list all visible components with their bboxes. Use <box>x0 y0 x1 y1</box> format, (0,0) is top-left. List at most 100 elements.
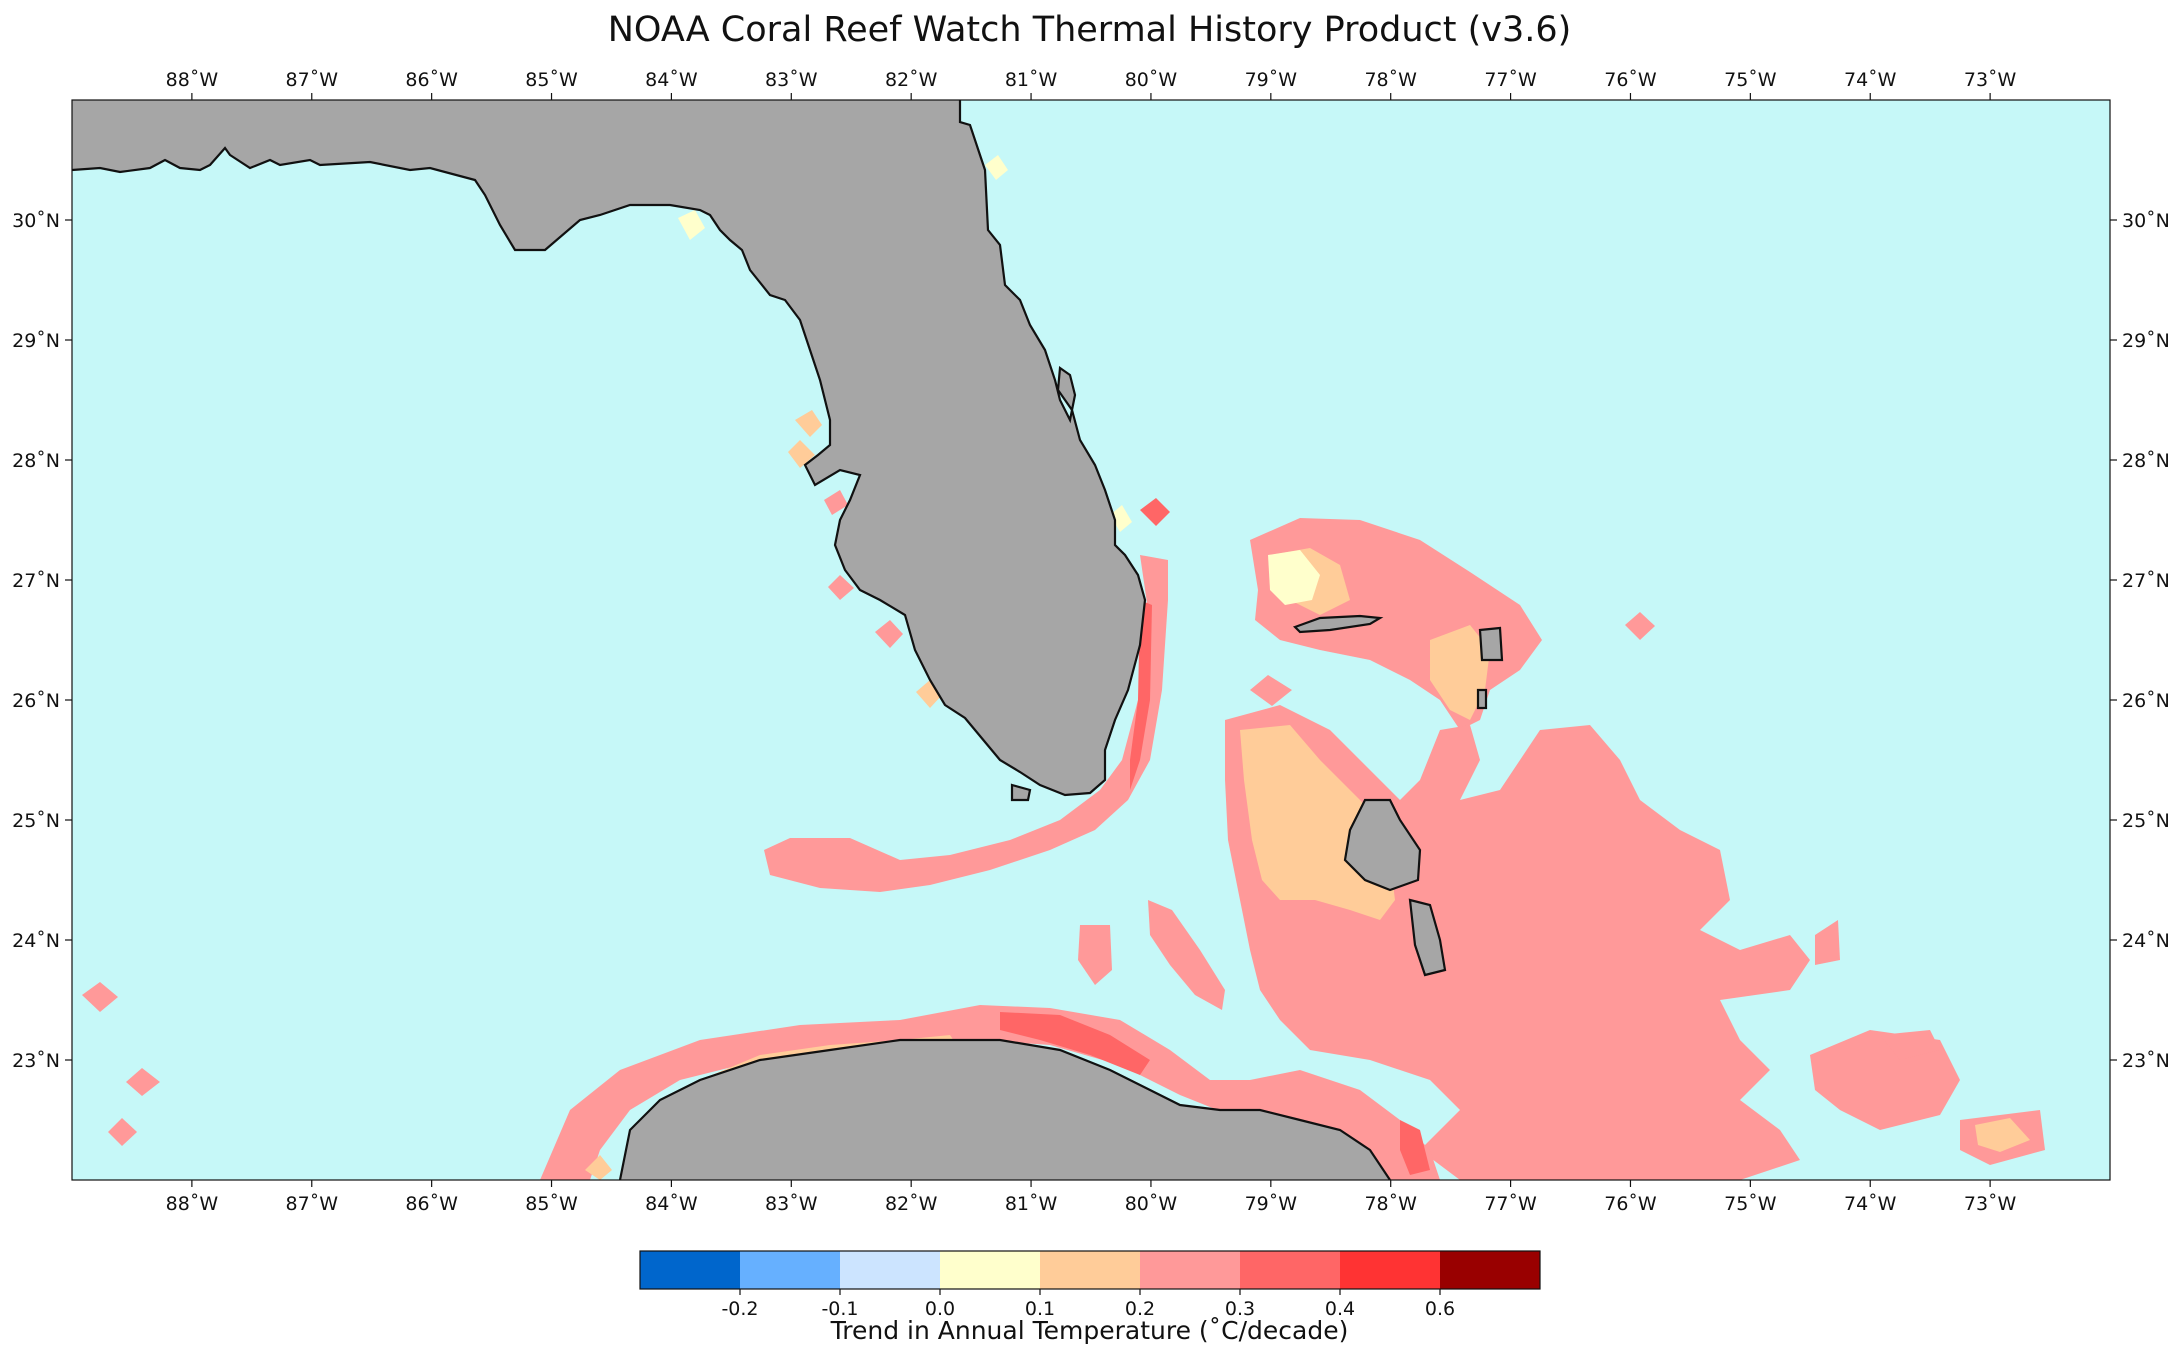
west-bahamas-small-patch <box>1250 675 1292 706</box>
lon-tick-label-bottom: 88˚W <box>166 1193 219 1215</box>
grand-bahama-coastline <box>1292 614 1384 634</box>
colorbar-swatch <box>840 1251 940 1289</box>
lon-tick-label-bottom: 81˚W <box>1005 1193 1058 1215</box>
colorbar-swatch <box>1140 1251 1240 1289</box>
lat-tick-label-left: 28˚N <box>12 450 60 472</box>
map-frame <box>71 99 2111 1181</box>
lon-tick-label-bottom: 73˚W <box>1964 1193 2017 1215</box>
land <box>72 100 1502 1180</box>
colorbar-tick-label: -0.1 <box>821 1298 858 1320</box>
abaco-trend-patch <box>1430 625 1490 720</box>
florida-peninsula <box>72 100 1145 795</box>
cuba-east-red <box>1400 1120 1430 1175</box>
colorbar-tick-label: 0.0 <box>925 1298 955 1320</box>
grand-bahama-yellow-patch <box>1268 550 1320 605</box>
tampa-trend-patch <box>824 490 848 515</box>
lat-tick-label-right: 26˚N <box>2122 690 2170 712</box>
naples-trend-patch <box>875 620 903 648</box>
lon-tick-label-top: 73˚W <box>1964 69 2017 91</box>
lon-tick-label-bottom: 87˚W <box>286 1193 339 1215</box>
colorbar-frame <box>639 1250 1541 1290</box>
lon-tick-label-top: 80˚W <box>1125 69 1178 91</box>
east-bahamas-trend-patch <box>1810 1030 1960 1130</box>
lat-tick-label-left: 24˚N <box>12 930 60 952</box>
turks-trend-patch <box>1815 920 1840 965</box>
lon-tick-label-top: 83˚W <box>765 69 818 91</box>
lon-tick-label-bottom: 79˚W <box>1245 1193 1298 1215</box>
lon-tick-label-top: 74˚W <box>1844 69 1897 91</box>
colorbar-swatch <box>740 1251 840 1289</box>
colorbar-tick-label: 0.1 <box>1025 1298 1055 1320</box>
colorbar-swatch <box>640 1251 740 1289</box>
cuba-west-peach <box>585 1155 612 1180</box>
lat-tick-label-left: 23˚N <box>12 1050 60 1072</box>
florida-coastline <box>72 100 1147 797</box>
lon-tick-label-bottom: 86˚W <box>405 1193 458 1215</box>
lon-tick-label-bottom: 80˚W <box>1125 1193 1178 1215</box>
colorbar-swatch <box>1340 1251 1440 1289</box>
keys-coastline <box>1010 783 1032 802</box>
lon-tick-label-bottom: 83˚W <box>765 1193 818 1215</box>
lat-tick-label-right: 23˚N <box>2122 1050 2170 1072</box>
east-bahamas-south-patch <box>1880 1030 1940 1060</box>
cuba-red-band <box>1000 1012 1150 1075</box>
lon-tick-label-top: 76˚W <box>1604 69 1657 91</box>
lat-tick-label-right: 30˚N <box>2122 210 2170 232</box>
coastline <box>72 100 1504 1180</box>
cay-sal-bank-trend-band <box>1148 900 1225 1010</box>
fl-east-red-strip <box>1130 600 1152 790</box>
colorbar-swatch <box>940 1251 1040 1289</box>
lat-tick-label-right: 24˚N <box>2122 930 2170 952</box>
cuba-north-trend-band <box>540 1005 1440 1180</box>
gulf-coast-peach-1 <box>795 410 822 437</box>
lon-tick-label-top: 86˚W <box>405 69 458 91</box>
abaco-coastline <box>1478 626 1504 662</box>
lat-tick-label-right: 27˚N <box>2122 570 2170 592</box>
colorbar-tick-label: 0.2 <box>1125 1298 1155 1320</box>
map-plot-area <box>72 100 2110 1180</box>
lat-tick-label-left: 29˚N <box>12 330 60 352</box>
lon-tick-label-bottom: 74˚W <box>1844 1193 1897 1215</box>
lon-tick-label-bottom: 77˚W <box>1484 1193 1537 1215</box>
colorbar: -0.2 -0.1 0.0 0.1 0.2 0.3 0.4 0.6 <box>639 1250 1541 1320</box>
trend-zones-0.1 <box>678 155 1320 605</box>
colorbar-tick-label: 0.3 <box>1225 1298 1255 1320</box>
fl-east-yellow <box>1110 505 1132 532</box>
lat-tick-label-right: 25˚N <box>2122 810 2170 832</box>
exuma-coastline <box>1408 898 1447 977</box>
abaco-island <box>1480 628 1502 660</box>
cuba-island <box>620 1040 1390 1180</box>
lon-tick-label-bottom: 76˚W <box>1604 1193 1657 1215</box>
gulf-coast-peach-2 <box>788 440 815 468</box>
lon-tick-label-top: 79˚W <box>1245 69 1298 91</box>
colorbar-swatch <box>1240 1251 1340 1289</box>
andros-coastline <box>1343 798 1422 892</box>
lat-tick-label-left: 27˚N <box>12 570 60 592</box>
axis-ticks: 88˚W 88˚W 87˚W 87˚W 86˚W 86˚W 85˚W 85˚W 84˚W 84˚W… <box>12 69 2170 1215</box>
gulf-isolated-trend-patch-2 <box>126 1068 160 1096</box>
lon-tick-label-top: 78˚W <box>1364 69 1417 91</box>
lat-tick-label-right: 29˚N <box>2122 330 2170 352</box>
lon-tick-label-top: 84˚W <box>645 69 698 91</box>
lon-tick-label-top: 82˚W <box>885 69 938 91</box>
lon-tick-label-top: 81˚W <box>1005 69 1058 91</box>
cuba-coastline <box>618 1038 1391 1180</box>
west-cay-trend-patch <box>1078 925 1112 985</box>
lon-tick-label-top: 75˚W <box>1724 69 1777 91</box>
fl-panhandle-yellow <box>985 155 1008 180</box>
lon-tick-label-top: 85˚W <box>525 69 578 91</box>
colorbar-title: Trend in Annual Temperature (˚C/decade) <box>830 1316 1349 1345</box>
lat-tick-label-left: 26˚N <box>12 690 60 712</box>
florida-keys-trend-band <box>764 555 1168 892</box>
eleuthera-coastline <box>1476 688 1488 710</box>
palm-beach-red-patch <box>1140 498 1170 526</box>
lat-tick-label-left: 25˚N <box>12 810 60 832</box>
lon-tick-label-bottom: 85˚W <box>525 1193 578 1215</box>
lon-tick-label-top: 88˚W <box>166 69 219 91</box>
inagua-peach-patch <box>1975 1118 2030 1152</box>
lat-tick-label-right: 28˚N <box>2122 450 2170 472</box>
gulf-isolated-trend-patch-1 <box>82 982 118 1012</box>
charlotte-trend-patch <box>828 575 854 600</box>
apalachicola-yellow <box>678 210 705 240</box>
